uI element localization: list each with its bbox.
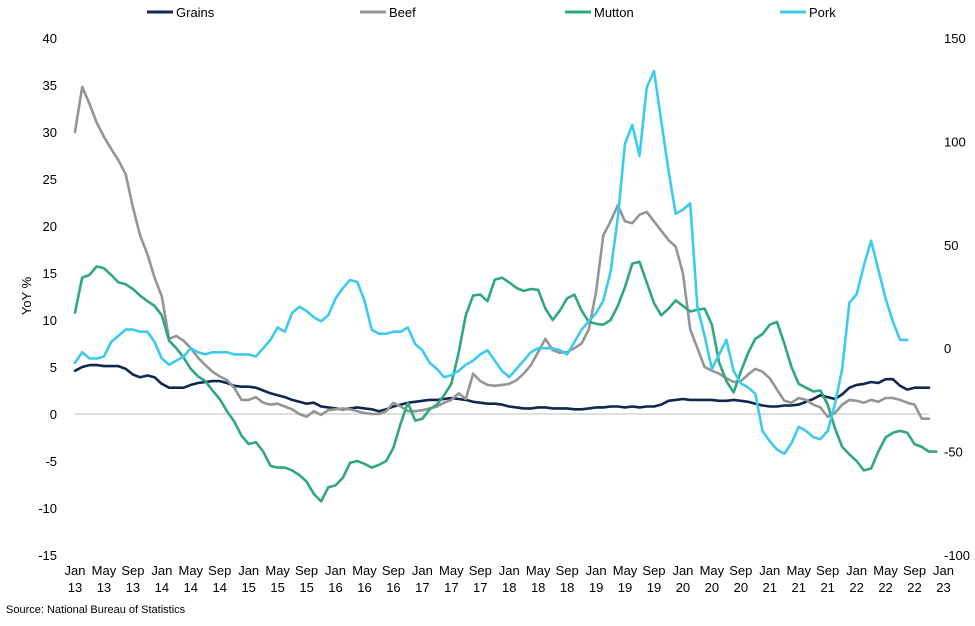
x-tick-month: Jan: [759, 563, 780, 578]
x-tick-year: 19: [589, 580, 603, 595]
x-tick-month: Jan: [933, 563, 954, 578]
x-tick-month: Jan: [846, 563, 867, 578]
x-tick-month: May: [92, 563, 117, 578]
x-tick-month: Jan: [238, 563, 259, 578]
x-axis: Jan 13 May 13 Sep 13 Jan 14 May 14 Sep 14 Jan 15 May 15…: [65, 563, 954, 595]
y2-tick-label: 0: [944, 341, 951, 356]
x-tick-month: Sep: [469, 563, 492, 578]
x-tick-month: Sep: [642, 563, 665, 578]
x-tick-month: Sep: [816, 563, 839, 578]
legend: Grains Beef Mutton Pork: [147, 5, 836, 20]
y2-tick-label: 50: [944, 238, 958, 253]
legend-label-grains: Grains: [176, 5, 215, 20]
x-tick-month: Jan: [586, 563, 607, 578]
x-tick-year: 16: [357, 580, 371, 595]
x-tick-year: 19: [618, 580, 632, 595]
y-tick-label: 0: [50, 407, 57, 422]
y-tick-label: 20: [43, 219, 57, 234]
y2-tick-label: -100: [944, 548, 970, 563]
x-tick-month: May: [265, 563, 290, 578]
x-tick-month: Sep: [729, 563, 752, 578]
x-tick-year: 13: [68, 580, 82, 595]
y2-tick-label: 150: [944, 31, 966, 46]
legend-label-mutton: Mutton: [594, 5, 634, 20]
x-tick-month: Sep: [382, 563, 405, 578]
y-tick-label: -5: [45, 454, 57, 469]
y2-tick-label: 100: [944, 134, 966, 149]
x-tick-year: 18: [560, 580, 574, 595]
y-tick-label: -10: [38, 501, 57, 516]
x-tick-year: 15: [241, 580, 255, 595]
y-tick-label: 30: [43, 125, 57, 140]
x-tick-year: 21: [820, 580, 834, 595]
x-tick-year: 13: [126, 580, 140, 595]
x-tick-year: 17: [415, 580, 429, 595]
x-tick-year: 18: [502, 580, 516, 595]
series-line-mutton: [73, 260, 938, 503]
x-tick-year: 18: [531, 580, 545, 595]
x-tick-month: May: [700, 563, 725, 578]
x-tick-month: Jan: [672, 563, 693, 578]
x-tick-year: 20: [705, 580, 719, 595]
x-tick-year: 17: [473, 580, 487, 595]
x-tick-year: 21: [791, 580, 805, 595]
legend-label-pork: Pork: [809, 5, 836, 20]
legend-label-beef: Beef: [389, 5, 416, 20]
x-tick-month: Jan: [151, 563, 172, 578]
series-lines: [73, 69, 938, 503]
y-tick-label: 10: [43, 313, 57, 328]
x-tick-year: 23: [936, 580, 950, 595]
y2-tick-label: -50: [944, 445, 963, 460]
x-tick-month: Jan: [65, 563, 86, 578]
x-tick-year: 13: [97, 580, 111, 595]
x-tick-year: 17: [444, 580, 458, 595]
x-tick-month: May: [613, 563, 638, 578]
x-tick-year: 21: [763, 580, 777, 595]
x-tick-month: May: [439, 563, 464, 578]
x-tick-year: 15: [299, 580, 313, 595]
y-tick-label: 5: [50, 360, 57, 375]
x-tick-month: Jan: [499, 563, 520, 578]
x-tick-year: 22: [849, 580, 863, 595]
x-tick-month: Jan: [412, 563, 433, 578]
x-tick-month: May: [179, 563, 204, 578]
x-tick-year: 15: [270, 580, 284, 595]
x-tick-month: Sep: [208, 563, 231, 578]
x-tick-month: Sep: [556, 563, 579, 578]
x-tick-year: 14: [213, 580, 227, 595]
x-tick-month: May: [526, 563, 551, 578]
y-axis-right: 150 100 50 0 -50 -100: [944, 31, 970, 563]
y-axis-left: 40 35 30 25 20 15 10 5 0 -5 -10 -15: [38, 31, 57, 563]
x-tick-month: May: [352, 563, 377, 578]
series-line-beef: [73, 85, 931, 420]
x-tick-month: Sep: [295, 563, 318, 578]
series-line-pork: [73, 69, 909, 455]
x-tick-year: 16: [386, 580, 400, 595]
y-axis-label: YoY %: [19, 276, 34, 315]
x-tick-year: 14: [155, 580, 169, 595]
x-tick-month: Sep: [903, 563, 926, 578]
x-tick-month: Sep: [121, 563, 144, 578]
y-tick-label: 35: [43, 78, 57, 93]
x-tick-year: 22: [907, 580, 921, 595]
y-tick-label: 15: [43, 266, 57, 281]
x-tick-year: 20: [676, 580, 690, 595]
x-tick-month: Jan: [325, 563, 346, 578]
x-tick-year: 19: [647, 580, 661, 595]
x-tick-year: 14: [184, 580, 198, 595]
series-line-grains: [73, 363, 931, 413]
y-tick-label: -15: [38, 548, 57, 563]
y-tick-label: 25: [43, 172, 57, 187]
x-tick-year: 22: [878, 580, 892, 595]
x-tick-month: May: [786, 563, 811, 578]
x-tick-month: May: [873, 563, 898, 578]
x-tick-year: 16: [328, 580, 342, 595]
x-tick-year: 20: [734, 580, 748, 595]
y-tick-label: 40: [43, 31, 57, 46]
source-note: Source: National Bureau of Statistics: [6, 604, 186, 616]
